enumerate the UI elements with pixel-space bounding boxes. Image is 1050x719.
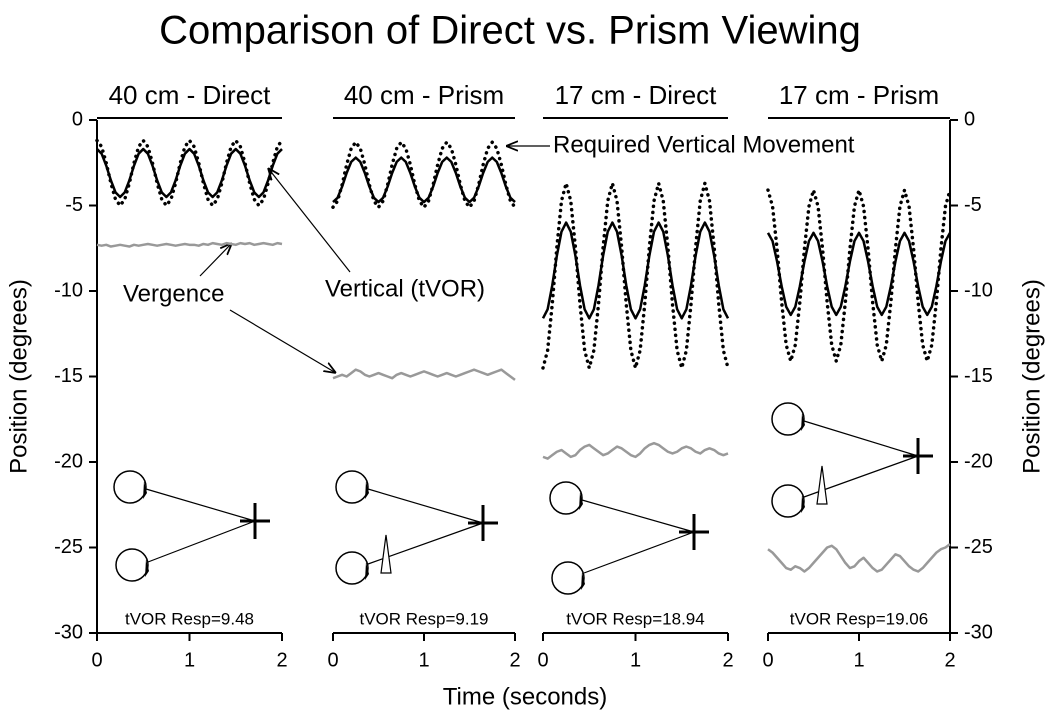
y-tick-label: 0 [964, 108, 975, 130]
y-tick-label: -5 [964, 194, 982, 216]
series-line [331, 140, 517, 209]
y-tick-label: -5 [65, 194, 83, 216]
annotation: Vertical (tVOR) [325, 275, 485, 302]
annotation: Required Vertical Movement [553, 131, 855, 158]
x-tick-label: 1 [184, 649, 195, 671]
panel-title: 40 cm - Direct [109, 80, 272, 110]
x-tick-label: 2 [276, 649, 287, 671]
y-tick-label: -15 [54, 365, 83, 387]
series-line [96, 241, 283, 248]
annotation-arrow [229, 309, 336, 373]
x-tick-label: 2 [509, 649, 520, 671]
y-tick-label: -30 [54, 621, 83, 643]
x-tick-label: 1 [853, 649, 864, 671]
x-tick-label: 0 [91, 649, 102, 671]
annotation: Vergence [123, 280, 224, 307]
y-tick-label: 0 [72, 108, 83, 130]
series-line [332, 368, 516, 381]
x-tick-label: 2 [722, 649, 733, 671]
x-tick-label: 0 [537, 649, 548, 671]
y-tick-label: -20 [54, 450, 83, 472]
x-tick-label: 1 [630, 649, 641, 671]
panel-annotation: tVOR Resp=9.48 [125, 609, 254, 628]
series-line [766, 188, 952, 363]
y-tick-label: -10 [964, 279, 993, 301]
y-tick-label: -10 [54, 279, 83, 301]
series-line [96, 147, 283, 199]
y-tick-label: -30 [964, 621, 993, 643]
y-tick-label: -20 [964, 450, 993, 472]
panel-annotation: tVOR Resp=18.94 [566, 609, 704, 628]
panel-title: 17 cm - Direct [555, 80, 718, 110]
annotation-arrow [199, 243, 232, 277]
panel-annotation: tVOR Resp=9.19 [360, 609, 489, 628]
eye-diagram [549, 481, 709, 595]
eye-diagram [113, 470, 270, 582]
series-line [541, 181, 730, 370]
eye-diagram [335, 470, 498, 585]
y-tick-label: -15 [964, 365, 993, 387]
series-line [766, 231, 952, 317]
series-line [332, 156, 516, 204]
panel-annotation: tVOR Resp=19.06 [790, 609, 928, 628]
series-line [541, 221, 730, 320]
series-line [542, 441, 729, 460]
y-axis-label: Position (degrees) [5, 279, 32, 474]
annotation-arrow [268, 168, 351, 273]
y-tick-label: -25 [54, 536, 83, 558]
series-line [767, 543, 951, 573]
eye-diagram [771, 402, 933, 518]
y-axis-label: Position (degrees) [1018, 279, 1045, 474]
y-tick-label: -25 [964, 536, 993, 558]
x-tick-label: 2 [944, 649, 955, 671]
series-line [95, 138, 284, 208]
x-axis-label: Time (seconds) [443, 683, 607, 710]
x-tick-label: 0 [327, 649, 338, 671]
x-tick-label: 0 [762, 649, 773, 671]
panel-title: 40 cm - Prism [344, 80, 504, 110]
figure-title: Comparison of Direct vs. Prism Viewing [159, 9, 861, 53]
panel-title: 17 cm - Prism [779, 80, 939, 110]
x-tick-label: 1 [418, 649, 429, 671]
